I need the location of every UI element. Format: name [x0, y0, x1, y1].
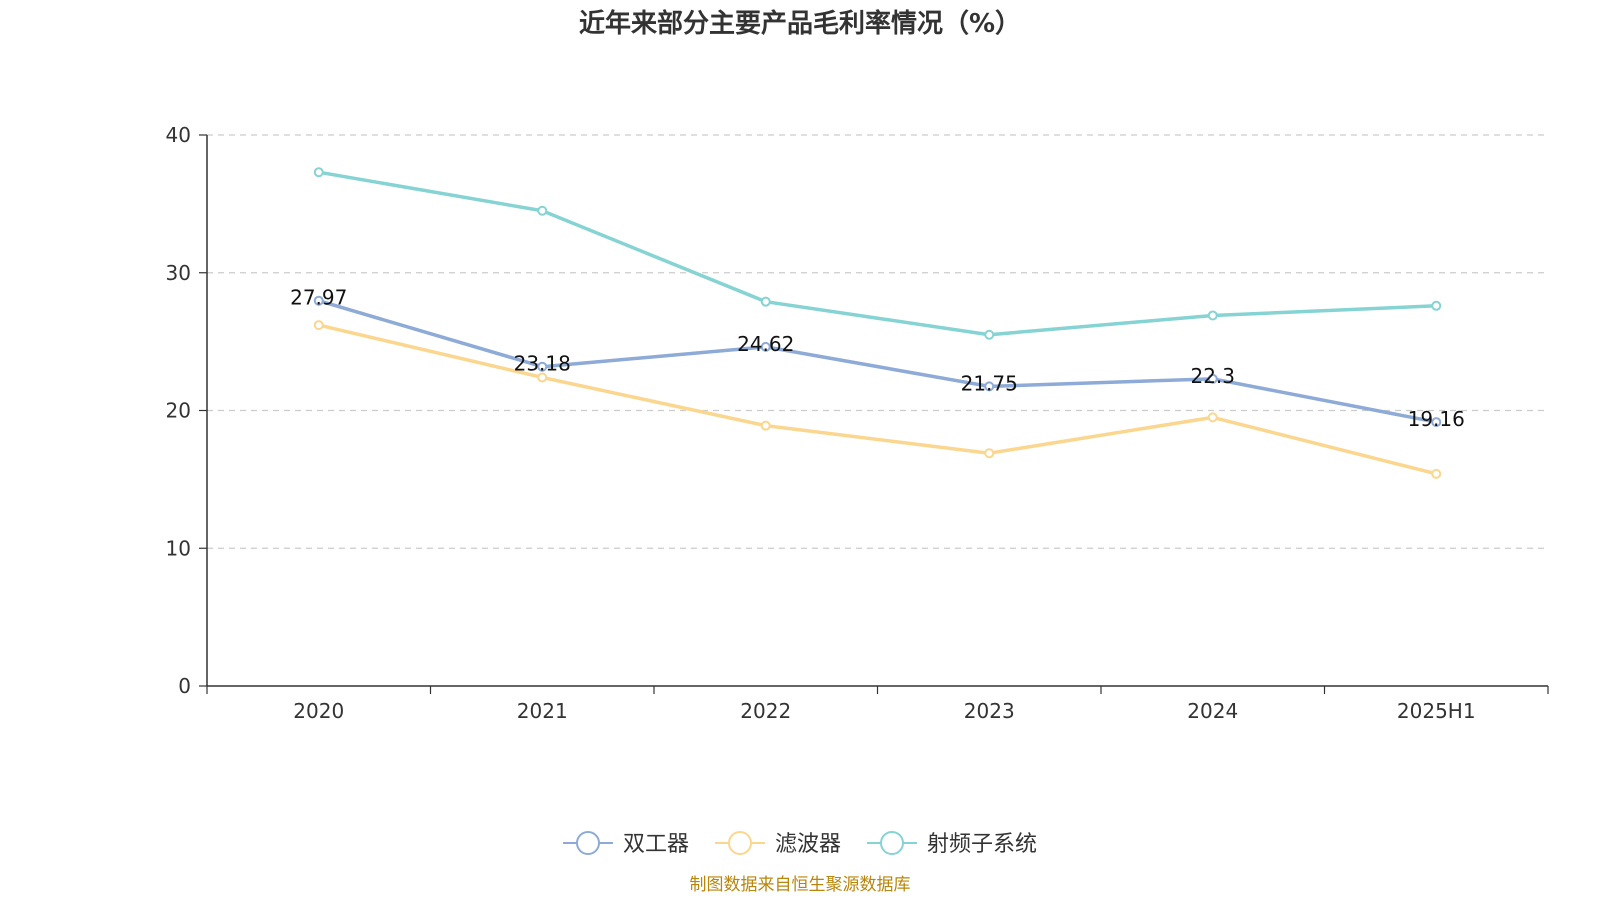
data-label: 22.3: [1190, 364, 1235, 388]
y-tick-label: 40: [166, 123, 191, 147]
data-point: [760, 420, 771, 431]
legend-marker: [728, 831, 752, 855]
series-line: [318, 323, 1437, 476]
data-point: [537, 205, 548, 216]
series-1: [313, 295, 1442, 428]
series-line: [318, 170, 1437, 337]
data-point: [313, 295, 324, 306]
data-labels: 27.97 23.18 24.62 21.75 22.3 19.16: [290, 286, 1465, 431]
data-label: 21.75: [961, 371, 1018, 395]
x-tick-label: 2020: [293, 699, 344, 723]
legend-label: 双工器: [623, 832, 689, 857]
data-point: [537, 372, 548, 383]
legend-marker: [880, 831, 904, 855]
series-lines: [313, 167, 1442, 479]
data-point: [760, 341, 771, 352]
axes: 0 10 20 30 40 2020 2021 2022 2023 2024 2025H1: [166, 123, 1549, 723]
data-label: 19.16: [1408, 407, 1465, 431]
chart-title: 近年来部分主要产品毛利率情况（%）: [579, 8, 1021, 39]
legend-label: 滤波器: [775, 832, 841, 857]
data-point: [313, 167, 324, 178]
data-point: [313, 320, 324, 331]
series-line: [318, 299, 1437, 424]
data-point: [1207, 412, 1218, 423]
grid-lines: [207, 134, 1548, 549]
legend: 双工器 滤波器 射频子系统: [563, 831, 1037, 857]
data-point: [1431, 468, 1442, 479]
legend-label: 射频子系统: [927, 832, 1037, 857]
data-label: 24.62: [737, 332, 794, 356]
data-point: [984, 329, 995, 340]
data-point: [1207, 373, 1218, 384]
data-point: [984, 448, 995, 459]
legend-item-3[interactable]: 射频子系统: [867, 831, 1037, 857]
x-tick-label: 2025H1: [1397, 699, 1476, 723]
x-tick-label: 2022: [740, 699, 791, 723]
data-point: [984, 381, 995, 392]
x-tick-label: 2023: [964, 699, 1015, 723]
x-tick-label: 2024: [1187, 699, 1238, 723]
y-tick-label: 20: [166, 399, 191, 423]
y-tick-label: 0: [178, 674, 191, 698]
legend-item-1[interactable]: 双工器: [563, 831, 689, 857]
data-point: [1431, 417, 1442, 428]
y-tick-label: 30: [166, 261, 191, 285]
data-label: 27.97: [290, 286, 347, 310]
data-point: [760, 296, 771, 307]
data-point: [1431, 300, 1442, 311]
data-point: [537, 361, 548, 372]
legend-item-2[interactable]: 滤波器: [715, 831, 841, 857]
series-2: [313, 320, 1442, 479]
series-3: [313, 167, 1442, 340]
y-tick-label: 10: [166, 536, 191, 560]
data-point: [1207, 310, 1218, 321]
legend-marker: [576, 831, 600, 855]
x-tick-label: 2021: [517, 699, 568, 723]
source-note: 制图数据来自恒生聚源数据库: [690, 875, 911, 895]
data-label: 23.18: [514, 352, 571, 376]
